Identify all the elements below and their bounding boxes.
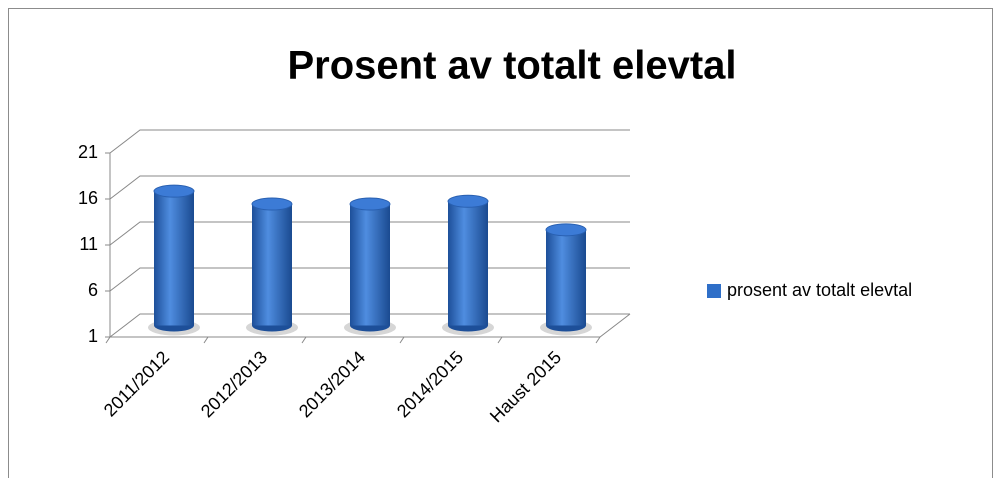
category-tick <box>399 336 405 344</box>
category-tick <box>301 336 307 344</box>
y-tick-label: 1 <box>88 326 98 346</box>
y-tick-label: 21 <box>78 142 98 162</box>
bar-top <box>153 184 195 198</box>
grid-line <box>109 129 630 154</box>
chart-title: Prosent av totalt elevtal <box>287 44 736 88</box>
bar <box>252 204 292 326</box>
legend-label: prosent av totalt elevtal <box>727 280 912 300</box>
bar-top <box>447 194 489 208</box>
category-tick <box>595 336 601 344</box>
grid-line <box>109 175 630 200</box>
bar-top <box>251 197 293 211</box>
bar <box>448 201 488 326</box>
category-tick <box>203 336 209 344</box>
y-tick-label: 6 <box>88 280 98 300</box>
legend-swatch <box>707 284 721 298</box>
bar-top <box>349 197 391 211</box>
category-tick <box>497 336 503 344</box>
bar <box>546 229 586 326</box>
y-tick-label: 11 <box>79 234 98 254</box>
y-tick-label: 16 <box>78 188 98 208</box>
bar-top <box>545 223 587 237</box>
category-tick <box>105 336 111 344</box>
bar <box>154 191 194 326</box>
bar <box>350 204 390 326</box>
